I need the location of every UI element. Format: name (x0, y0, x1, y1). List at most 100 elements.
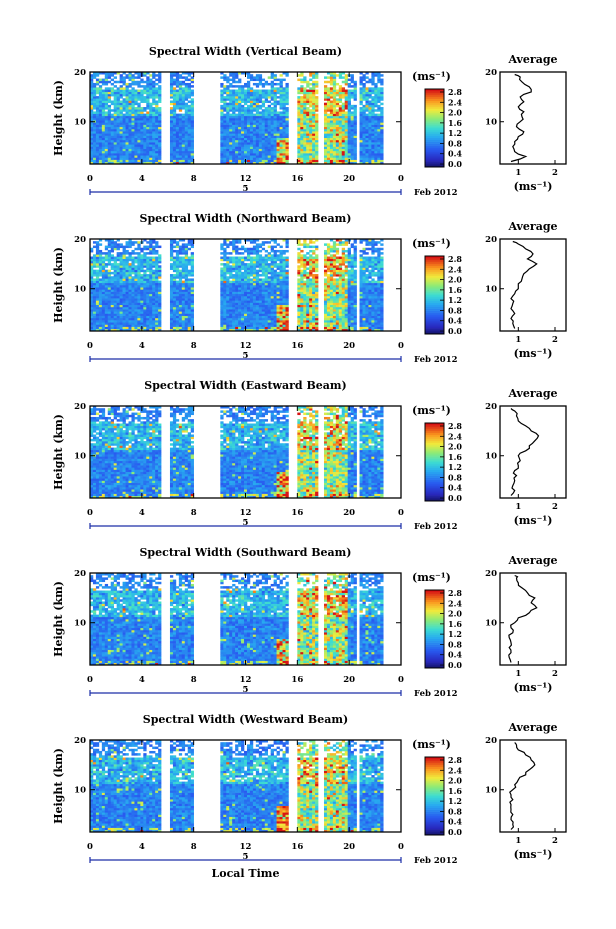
colorbar-segment (425, 149, 444, 152)
heatmap-cell (229, 309, 233, 312)
heatmap-cell (261, 315, 266, 319)
heatmap-cell (101, 302, 106, 306)
heatmap-cell (122, 315, 126, 319)
heatmap-cell (107, 87, 112, 90)
heatmap-cell (90, 122, 94, 125)
heatmap-cell (252, 269, 257, 273)
heatmap-cell (285, 157, 289, 160)
heatmap-cell (223, 239, 227, 242)
heatmap-cell (232, 260, 236, 264)
heatmap-cell (140, 317, 144, 321)
heatmap-cell (137, 293, 141, 297)
heatmap-cell (315, 142, 319, 145)
heatmap-cell (282, 118, 286, 121)
heatmap-cell (119, 109, 123, 112)
heatmap-cell (238, 148, 242, 152)
heatmap-cell (255, 82, 260, 86)
heatmap-cell (119, 254, 123, 257)
heatmap-cell (128, 320, 132, 323)
heatmap-cell (90, 267, 94, 270)
heatmap-cell (312, 96, 316, 99)
heatmap-cell (187, 300, 191, 303)
heatmap-cell (323, 76, 328, 79)
heatmap-cell (244, 289, 248, 292)
heatmap-cell (143, 87, 147, 90)
heatmap-cell (190, 245, 194, 249)
heatmap-cell (332, 76, 337, 79)
heatmap-cell (282, 98, 286, 101)
heatmap-cell (113, 157, 117, 160)
heatmap-cell (279, 128, 283, 132)
heatmap-cell (273, 104, 277, 108)
heatmap-cell (374, 98, 378, 101)
heatmap-cell (137, 298, 141, 301)
heatmap-cell (315, 146, 319, 149)
heatmap-cell (128, 252, 132, 255)
heatmap-cell (155, 91, 159, 95)
heatmap-cell (146, 265, 150, 268)
heatmap-cell (220, 96, 224, 99)
heatmap-cell (104, 107, 109, 110)
heatmap-cell (95, 313, 100, 316)
heatmap-cell (175, 96, 180, 99)
heatmap-cell (116, 150, 120, 154)
heatmap-cell (113, 142, 117, 145)
heatmap-cell (329, 91, 334, 95)
heatmap-cell (143, 135, 147, 139)
heatmap-cell (146, 328, 150, 332)
heatmap-cell (98, 148, 103, 152)
heatmap-cell (255, 124, 260, 128)
heatmap-cell (172, 245, 177, 249)
heatmap-cell (244, 115, 248, 119)
heatmap-cell (232, 76, 236, 79)
heatmap-cell (116, 322, 120, 325)
heatmap-cell (140, 300, 144, 303)
heatmap-cell (104, 144, 109, 147)
heatmap-cell (332, 124, 337, 128)
heatmap-cell (101, 317, 106, 321)
heatmap-cell (258, 309, 263, 312)
heatmap-cell (344, 96, 348, 99)
heatmap-cell (187, 131, 191, 134)
heatmap-cell (155, 326, 159, 330)
heatmap-cell (178, 260, 183, 264)
heatmap-cell (155, 155, 159, 158)
heatmap-cell (146, 302, 150, 306)
heatmap-cell (258, 93, 263, 97)
heatmap-cell (335, 98, 340, 101)
heatmap-cell (365, 107, 369, 110)
heatmap-cell (187, 104, 191, 108)
heatmap-cell (249, 120, 254, 123)
heatmap-cell (169, 247, 174, 251)
heatmap-cell (338, 98, 343, 101)
heatmap-cell (246, 142, 251, 145)
heatmap-cell (244, 278, 248, 281)
heatmap-cell (223, 107, 227, 110)
heatmap-cell (104, 313, 109, 316)
heatmap-cell (306, 80, 310, 84)
heatmap-cell (158, 295, 162, 299)
heatmap-cell (104, 115, 109, 119)
heatmap-cell (226, 306, 230, 310)
heatmap-cell (113, 298, 117, 301)
heatmap-cell (353, 118, 357, 121)
heatmap-cell (184, 258, 189, 262)
heatmap-cell (232, 91, 236, 95)
heatmap-cell (149, 276, 153, 279)
heatmap-cell (264, 153, 269, 156)
average-profile-line (510, 73, 532, 163)
heatmap-cell (158, 304, 162, 308)
heatmap-cell (190, 113, 194, 117)
heatmap-cell (119, 326, 123, 330)
heatmap-cell (146, 102, 150, 106)
heatmap-cell (329, 74, 334, 77)
heatmap-cell (113, 267, 117, 270)
heatmap-cell (258, 91, 263, 95)
heatmap-cell (279, 150, 283, 154)
heatmap-cell (223, 293, 227, 297)
heatmap-cell (335, 137, 340, 141)
heatmap-cell (169, 139, 174, 143)
heatmap-cell (131, 93, 135, 97)
heatmap-cell (252, 278, 257, 281)
heatmap-cell (220, 111, 224, 114)
